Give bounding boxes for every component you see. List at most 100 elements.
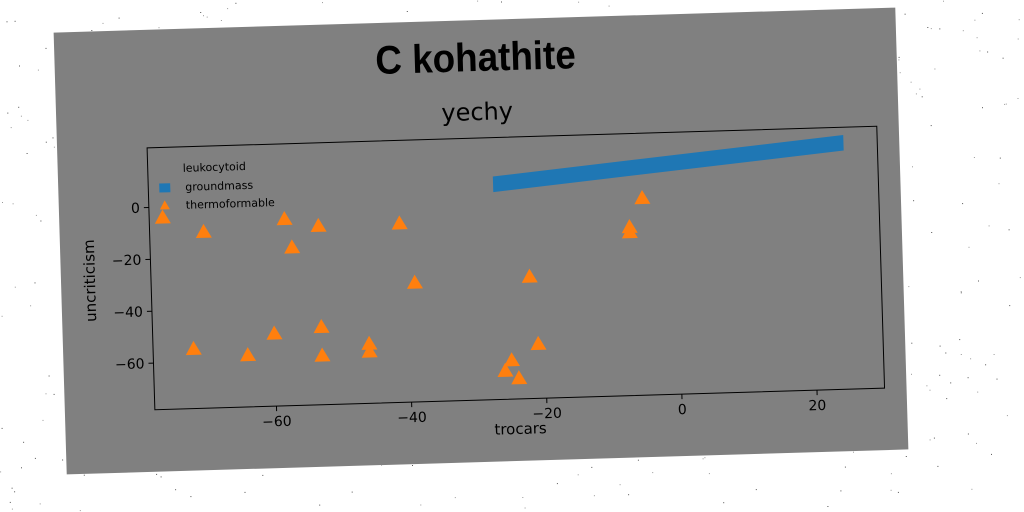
noise-speck (14, 20, 16, 22)
noise-speck (945, 352, 947, 354)
noise-speck (1019, 277, 1021, 279)
thermoformable-point (195, 223, 212, 239)
noise-speck (227, 8, 229, 10)
noise-speck (11, 508, 13, 510)
noise-speck (26, 153, 28, 154)
noise-speck (970, 358, 972, 360)
noise-speck (950, 382, 952, 384)
noise-speck (937, 465, 939, 467)
noise-speck (322, 2, 323, 4)
noise-speck (40, 220, 42, 222)
noise-speck (262, 474, 264, 476)
thermoformable-point (313, 318, 330, 334)
noise-speck (79, 510, 81, 512)
noise-speck (556, 483, 558, 485)
noise-speck (898, 59, 900, 61)
noise-speck (898, 56, 900, 58)
noise-speck (83, 474, 85, 476)
legend-swatch-groundmass (159, 183, 171, 193)
noise-speck (976, 37, 978, 39)
noise-speck (1017, 38, 1019, 40)
noise-speck (993, 354, 995, 355)
x-tick-label: 20 (808, 398, 826, 415)
noise-speck (998, 183, 1000, 185)
noise-speck (985, 364, 987, 366)
noise-speck (37, 69, 39, 71)
noise-speck (977, 391, 979, 393)
y-tick-label: 0 (131, 201, 140, 217)
noise-speck (939, 374, 941, 376)
thermoformable-point (185, 340, 202, 356)
noise-speck (840, 490, 842, 492)
noise-speck (926, 385, 928, 387)
noise-speck (973, 157, 975, 158)
noise-speck (42, 419, 44, 421)
noise-speck (45, 47, 47, 49)
noise-speck (593, 495, 595, 497)
noise-speck (0, 471, 2, 473)
noise-speck (200, 12, 202, 13)
noise-speck (11, 487, 13, 489)
thermoformable-point (240, 347, 257, 362)
noise-speck (930, 28, 932, 30)
noise-speck (319, 504, 321, 506)
noise-speck (921, 96, 923, 98)
noise-speck (971, 488, 973, 490)
noise-speck (52, 137, 54, 139)
noise-speck (974, 19, 976, 21)
thermoformable-layer (154, 190, 651, 385)
noise-speck (235, 2, 237, 4)
thermoformable-point (503, 352, 520, 367)
noise-speck (982, 107, 983, 109)
noise-speck (524, 507, 526, 509)
noise-speck (48, 375, 50, 377)
noise-speck (919, 88, 921, 90)
thermoformable-point (521, 268, 538, 283)
noise-speck (979, 50, 981, 52)
noise-speck (244, 491, 246, 493)
noise-speck (14, 286, 16, 288)
y-axis-label: uncriticism (80, 239, 100, 322)
noise-speck (23, 441, 25, 443)
noise-speck (608, 5, 610, 7)
noise-speck (911, 373, 912, 375)
noise-speck (704, 457, 706, 459)
groundmass-layer (492, 134, 844, 193)
noise-speck (930, 125, 932, 127)
thermoformable-point (276, 211, 293, 226)
figure-panel: C kohathite yechy −60 −40 −20 0 20 0 −20 −40 −6… (53, 7, 909, 475)
axes-frame (146, 125, 886, 411)
noise-speck (987, 51, 989, 53)
noise-speck (652, 472, 654, 474)
noise-speck (1017, 98, 1019, 99)
noise-speck (45, 141, 47, 143)
noise-speck (62, 459, 64, 461)
noise-speck (723, 502, 725, 504)
noise-speck (190, 496, 192, 498)
noise-speck (960, 292, 962, 294)
thermoformable-point (391, 215, 408, 230)
noise-speck (939, 345, 941, 347)
noise-speck (118, 17, 120, 19)
noise-speck (220, 20, 222, 21)
noise-speck (981, 12, 983, 14)
noise-speck (578, 1, 580, 3)
noise-speck (978, 280, 979, 282)
noise-speck (102, 22, 104, 24)
noise-speck (35, 214, 37, 216)
noise-speck (39, 503, 41, 505)
noise-speck (960, 291, 962, 292)
thermoformable-point (406, 274, 423, 289)
noise-speck (30, 305, 32, 307)
groundmass-band (492, 134, 844, 193)
noise-speck (45, 393, 47, 395)
thermoformable-point (284, 239, 301, 254)
y-tick-label: −40 (113, 304, 143, 321)
noise-speck (14, 491, 16, 493)
noise-speck (908, 286, 910, 288)
noise-speck (12, 203, 14, 205)
noise-speck (999, 157, 1001, 159)
noise-speck (1009, 305, 1011, 307)
thermoformable-point (621, 224, 638, 239)
